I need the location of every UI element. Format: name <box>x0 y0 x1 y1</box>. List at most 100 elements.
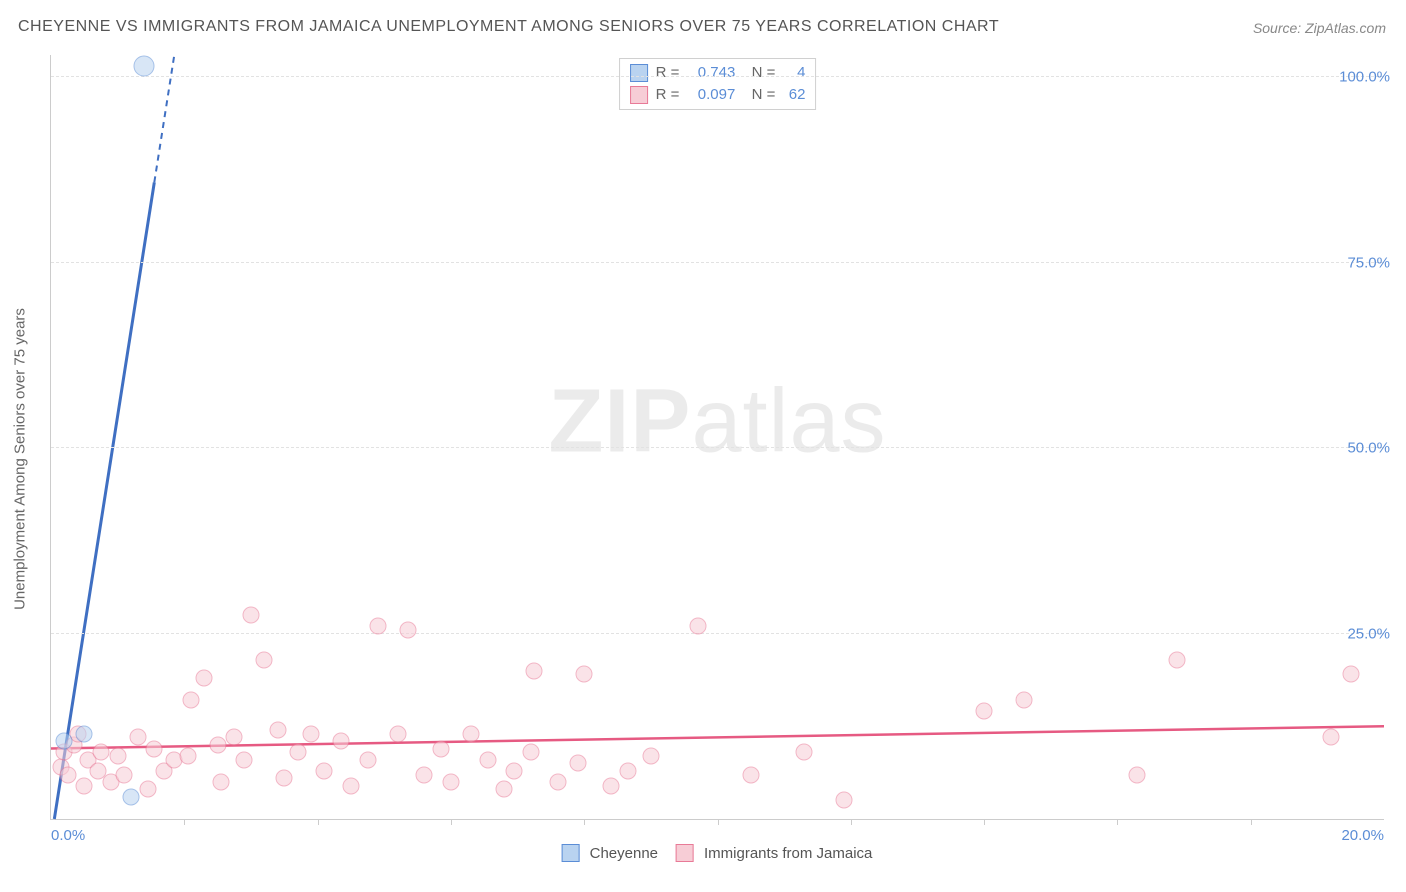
series-b-point <box>269 722 286 739</box>
y-axis-label: Unemployment Among Seniors over 75 years <box>12 308 29 610</box>
y-tick-label: 100.0% <box>1331 69 1390 86</box>
y-tick-label: 75.0% <box>1339 254 1390 271</box>
r-label-a: R = <box>656 62 680 84</box>
series-b-point <box>1016 692 1033 709</box>
legend-item-b: Immigrants from Jamaica <box>676 844 872 862</box>
series-b-point <box>462 725 479 742</box>
series-b-point <box>506 762 523 779</box>
series-b-point <box>416 766 433 783</box>
series-b-point <box>1322 729 1339 746</box>
gridline-h <box>51 447 1384 448</box>
stats-row-a: R = 0.743 N = 4 <box>630 62 806 84</box>
y-tick-label: 25.0% <box>1339 625 1390 642</box>
watermark-rest: atlas <box>691 371 886 471</box>
series-b-point <box>209 736 226 753</box>
x-tick <box>851 819 852 825</box>
series-b-point <box>226 729 243 746</box>
gridline-h <box>51 633 1384 634</box>
series-b-point <box>342 777 359 794</box>
legend-item-a: Cheyenne <box>562 844 658 862</box>
series-b-point <box>116 766 133 783</box>
series-b-point <box>139 781 156 798</box>
series-b-point <box>522 744 539 761</box>
series-b-point <box>146 740 163 757</box>
series-b-point <box>236 751 253 768</box>
series-b-point <box>399 621 416 638</box>
series-b-point <box>432 740 449 757</box>
r-label-b: R = <box>656 84 680 106</box>
series-legend: Cheyenne Immigrants from Jamaica <box>562 844 873 862</box>
series-b-point <box>1342 666 1359 683</box>
series-b-point <box>976 703 993 720</box>
gridline-h <box>51 262 1384 263</box>
series-b-point <box>389 725 406 742</box>
series-b-point <box>289 744 306 761</box>
series-b-point <box>276 770 293 787</box>
legend-label-b: Immigrants from Jamaica <box>704 845 872 862</box>
series-b-point <box>442 773 459 790</box>
n-value-a: 4 <box>779 62 805 84</box>
stats-row-b: R = 0.097 N = 62 <box>630 84 806 106</box>
origin-label: 0.0% <box>51 827 85 844</box>
r-value-b: 0.097 <box>683 84 735 106</box>
series-b-point <box>602 777 619 794</box>
series-b-point <box>742 766 759 783</box>
series-b-point <box>92 744 109 761</box>
stats-legend: R = 0.743 N = 4 R = 0.097 N = 62 <box>619 58 817 110</box>
x-tick <box>584 819 585 825</box>
series-b-point <box>369 618 386 635</box>
series-b-point <box>129 729 146 746</box>
x-tick <box>184 819 185 825</box>
series-b-point <box>526 662 543 679</box>
chart-title: CHEYENNE VS IMMIGRANTS FROM JAMAICA UNEM… <box>18 18 999 36</box>
gridline-h <box>51 76 1384 77</box>
x-tick <box>718 819 719 825</box>
series-b-point <box>302 725 319 742</box>
series-b-point <box>76 777 93 794</box>
series-a-point <box>134 56 155 77</box>
legend-swatch-a <box>562 844 580 862</box>
x-tick <box>451 819 452 825</box>
series-b-point <box>182 692 199 709</box>
series-b-point <box>212 773 229 790</box>
series-b-point <box>576 666 593 683</box>
series-b-point <box>196 670 213 687</box>
n-label-b: N = <box>752 84 776 106</box>
series-b-point <box>642 747 659 764</box>
x-max-label: 20.0% <box>1341 827 1384 844</box>
chart-container: CHEYENNE VS IMMIGRANTS FROM JAMAICA UNEM… <box>0 0 1406 892</box>
series-b-point <box>479 751 496 768</box>
series-b-point <box>496 781 513 798</box>
plot-area: ZIPatlas R = 0.743 N = 4 R = 0.097 N = <box>50 55 1384 820</box>
swatch-series-a <box>630 64 648 82</box>
series-b-point <box>316 762 333 779</box>
series-b-point <box>179 747 196 764</box>
series-b-point <box>359 751 376 768</box>
x-tick <box>318 819 319 825</box>
series-b-point <box>836 792 853 809</box>
chart-area: Unemployment Among Seniors over 75 years… <box>50 55 1384 862</box>
series-b-point <box>242 607 259 624</box>
trend-lines <box>51 55 1384 819</box>
series-a-point <box>122 788 139 805</box>
series-b-point <box>796 744 813 761</box>
series-b-point <box>256 651 273 668</box>
source-attribution: Source: ZipAtlas.com <box>1253 20 1386 36</box>
series-b-point <box>619 762 636 779</box>
legend-label-a: Cheyenne <box>590 845 658 862</box>
x-tick <box>1251 819 1252 825</box>
n-label-a: N = <box>752 62 776 84</box>
series-b-point <box>332 733 349 750</box>
legend-swatch-b <box>676 844 694 862</box>
x-tick <box>984 819 985 825</box>
series-b-point <box>109 747 126 764</box>
series-b-point <box>569 755 586 772</box>
series-b-point <box>1169 651 1186 668</box>
series-a-point <box>76 725 93 742</box>
series-b-point <box>689 618 706 635</box>
series-a-point <box>56 733 73 750</box>
series-b-point <box>549 773 566 790</box>
y-tick-label: 50.0% <box>1339 440 1390 457</box>
series-b-point <box>59 766 76 783</box>
series-b-point <box>1129 766 1146 783</box>
